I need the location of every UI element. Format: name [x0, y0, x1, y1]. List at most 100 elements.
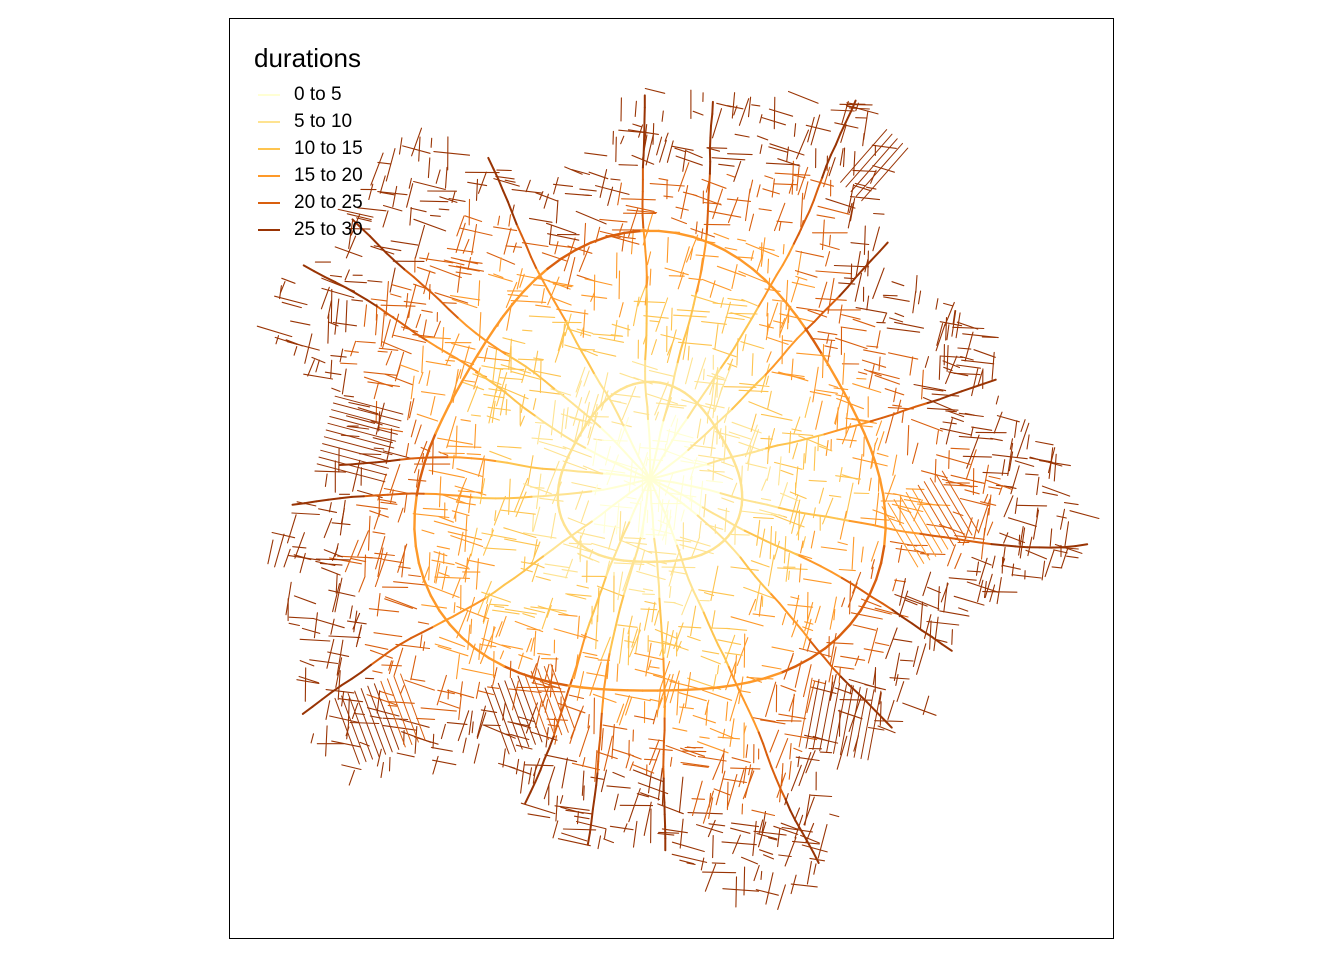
- road-segment: [668, 570, 687, 575]
- road-segment: [687, 506, 699, 517]
- road-segment: [432, 733, 435, 749]
- road-segment: [628, 588, 646, 593]
- road-segment: [1026, 434, 1030, 450]
- road-segment: [461, 668, 496, 677]
- road-segment: [848, 684, 860, 695]
- road-segment: [825, 439, 829, 457]
- road-segment: [320, 449, 389, 469]
- road-segment: [479, 478, 486, 505]
- road-segment: [907, 531, 922, 535]
- road-segment: [717, 644, 725, 657]
- road-segment: [487, 156, 495, 170]
- road-segment: [623, 537, 646, 540]
- road-segment: [793, 620, 804, 632]
- road-segment: [691, 798, 706, 800]
- road-segment: [873, 212, 885, 215]
- road-segment: [581, 351, 590, 364]
- road-segment: [552, 298, 561, 311]
- road-segment: [748, 401, 783, 416]
- road-segment: [641, 452, 648, 472]
- road-segment: [636, 570, 666, 581]
- road-segment: [686, 406, 696, 419]
- road-segment: [378, 427, 404, 433]
- road-segment: [827, 277, 835, 315]
- road-segment: [610, 334, 623, 337]
- road-segment: [675, 155, 703, 166]
- road-segment: [325, 689, 355, 694]
- road-segment: [591, 796, 596, 811]
- road-segment: [1001, 459, 1006, 476]
- road-segment: [329, 715, 359, 723]
- road-segment: [951, 629, 953, 645]
- road-segment: [512, 242, 517, 253]
- road-segment: [898, 590, 909, 618]
- road-segment: [514, 400, 526, 410]
- road-segment: [724, 634, 736, 664]
- road-segment: [779, 787, 787, 801]
- road-segment: [593, 784, 598, 799]
- road-segment: [487, 686, 500, 689]
- road-segment: [475, 681, 481, 699]
- road-segment: [840, 129, 888, 183]
- road-segment: [527, 813, 551, 819]
- road-segment: [867, 690, 882, 761]
- road-segment: [492, 609, 520, 615]
- road-segment: [311, 356, 326, 364]
- road-segment: [821, 343, 825, 379]
- road-segment: [813, 312, 824, 323]
- road-segment: [1053, 453, 1057, 482]
- road-segment: [721, 301, 731, 334]
- road-segment: [544, 663, 550, 681]
- road-segment: [452, 577, 461, 599]
- road-segment: [949, 390, 963, 397]
- road-segment: [421, 345, 424, 374]
- road-segment: [992, 454, 1028, 460]
- road-segment: [687, 345, 690, 361]
- road-segment: [369, 510, 389, 518]
- road-segment: [675, 206, 689, 211]
- road-segment: [621, 540, 653, 554]
- road-segment: [870, 566, 874, 580]
- road-segment: [613, 793, 619, 811]
- road-segment: [417, 621, 430, 625]
- road-segment: [811, 433, 826, 439]
- road-segment: [357, 407, 379, 415]
- road-segment: [256, 325, 293, 338]
- road-segment: [379, 649, 392, 659]
- road-segment: [363, 371, 398, 376]
- road-segment: [331, 740, 361, 748]
- road-segment: [514, 477, 529, 512]
- road-segment: [497, 178, 505, 192]
- road-segment: [839, 148, 844, 166]
- road-segment: [420, 707, 457, 712]
- road-segment: [654, 628, 678, 639]
- road-segment: [727, 363, 738, 368]
- road-segment: [660, 633, 664, 648]
- road-segment: [510, 678, 536, 745]
- road-segment: [492, 167, 500, 181]
- road-segment: [617, 428, 622, 444]
- road-segment: [592, 599, 599, 613]
- road-segment: [332, 402, 402, 422]
- road-segment: [449, 295, 481, 301]
- road-segment: [621, 233, 625, 252]
- road-segment: [579, 535, 582, 560]
- road-segment: [470, 618, 473, 635]
- road-segment: [680, 460, 715, 467]
- road-segment: [662, 669, 666, 684]
- road-segment: [694, 380, 725, 386]
- road-segment: [966, 539, 981, 544]
- road-segment: [532, 765, 537, 784]
- road-segment: [713, 366, 722, 379]
- road-segment: [445, 359, 456, 362]
- road-segment: [388, 660, 394, 675]
- road-segment: [557, 702, 586, 714]
- road-segment: [1056, 515, 1067, 519]
- road-segment: [683, 466, 698, 471]
- road-segment: [370, 152, 384, 186]
- road-segment: [629, 502, 642, 505]
- road-segment: [451, 298, 478, 309]
- road-segment: [470, 496, 485, 500]
- road-segment: [943, 536, 957, 540]
- road-segment: [801, 844, 828, 853]
